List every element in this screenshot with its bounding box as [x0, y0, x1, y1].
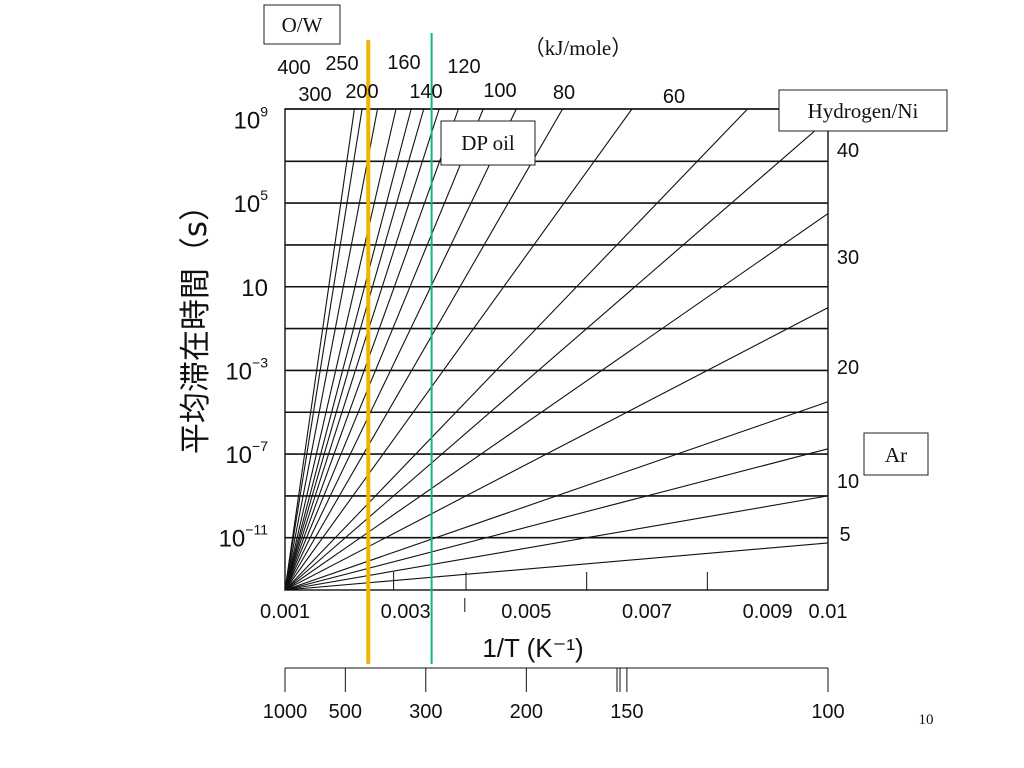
temperature-tick-label: 500: [329, 701, 362, 723]
ow-annotation: O/W: [263, 4, 341, 45]
energy-line-180: [284, 108, 440, 591]
energy-label-140: 140: [409, 81, 442, 103]
energy-line-10: [284, 495, 829, 591]
y-axis-label: 平均滞在時間（s）: [178, 190, 214, 454]
energy-label-30: 30: [837, 247, 859, 269]
energy-label-10: 10: [837, 471, 859, 493]
y-tick-label: 109: [234, 103, 269, 134]
temperature-tick-label: 300: [409, 701, 442, 723]
plot-border: [284, 108, 829, 591]
page-number: 10: [919, 712, 934, 728]
energy-label-5: 5: [839, 524, 850, 546]
energy-line-200: [284, 108, 425, 591]
temperature-tick-label: 100: [811, 701, 844, 723]
energy-label-300: 300: [298, 84, 331, 106]
ar-label: Ar: [885, 443, 907, 467]
temperature-tick-label: 1000: [263, 701, 308, 723]
hydrogen-ni-label: Hydrogen/Ni: [808, 99, 919, 123]
energy-line-400: [284, 108, 355, 591]
energy-line-300: [284, 108, 379, 591]
energy-label-200: 200: [345, 81, 378, 103]
energy-line-5: [284, 542, 829, 591]
plot-frame: [284, 108, 829, 612]
energy-label-100: 100: [483, 80, 516, 102]
energy-line-140: [284, 108, 484, 591]
dp-oil-label: DP oil: [461, 131, 515, 155]
energy-line-250: [284, 108, 397, 591]
y-tick-label: 10−3: [225, 354, 268, 385]
energy-label-40: 40: [837, 140, 859, 162]
temperature-tick-label: 200: [510, 701, 543, 723]
x-tick-label: 0.005: [501, 601, 551, 623]
temperature-tick-label: 150: [610, 701, 643, 723]
energy-line-30: [284, 307, 829, 591]
energy-line-40: [284, 213, 829, 591]
x-tick-label: 0.003: [381, 601, 431, 623]
y-tick-label: 105: [234, 187, 269, 218]
energy-label-160: 160: [387, 52, 420, 74]
energy-line-160: [284, 108, 459, 591]
energy-line-220: [284, 108, 412, 591]
hydrogen-ni-annotation: Hydrogen/Ni: [778, 89, 948, 132]
x-tick-label: 0.01: [809, 601, 848, 623]
energy-series: [284, 108, 829, 591]
ar-annotation: Ar: [863, 432, 929, 476]
energy-label-120: 120: [447, 56, 480, 78]
energy-line-60: [284, 108, 748, 591]
energy-line-360: [284, 108, 363, 591]
energy-line-120: [284, 108, 517, 591]
energy-line-100: [284, 108, 564, 591]
energy-label-400: 400: [277, 57, 310, 79]
energy-line-80: [284, 108, 633, 591]
y-tick-label: 10−7: [225, 438, 268, 469]
x-tick-label: 0.007: [622, 601, 672, 623]
x-tick-label: 0.009: [743, 601, 793, 623]
energy-label-20: 20: [837, 357, 859, 379]
energy-line-50: [284, 119, 829, 591]
y-tick-label: 10−11: [219, 522, 269, 553]
energy-line-20: [284, 401, 829, 591]
energy-line-15: [284, 448, 829, 591]
energy-label-250: 250: [325, 53, 358, 75]
energy-label-60: 60: [663, 86, 685, 108]
tick-labels: 0.001 0.003 0.005 0.007 0.009 0.01 109 105 10 10−…: [219, 103, 848, 623]
x-tick-label: 0.001: [260, 601, 310, 623]
temperature-axis: 1000 500 300 200 150 100: [263, 667, 845, 723]
ow-label: O/W: [282, 13, 323, 37]
energy-unit-label: （kJ/mole）: [524, 36, 633, 60]
energy-label-80: 80: [553, 82, 575, 104]
vertical-markers: [366, 33, 433, 664]
dp-oil-annotation: DP oil: [440, 120, 536, 166]
x-axis-label: 1/T (K⁻¹): [482, 633, 583, 663]
y-tick-label: 10: [241, 275, 268, 302]
